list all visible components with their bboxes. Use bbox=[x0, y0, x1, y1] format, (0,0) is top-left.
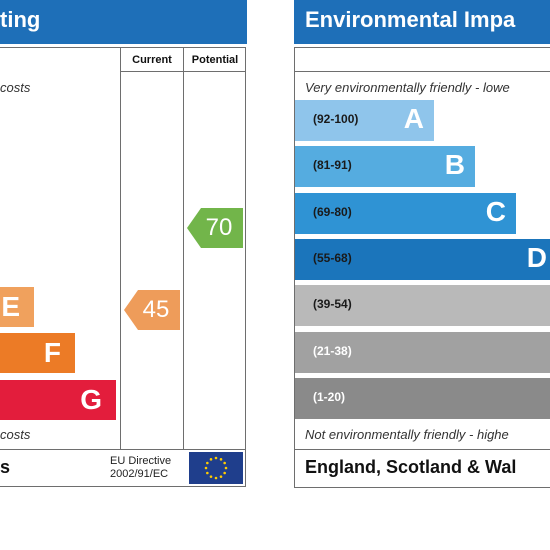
column-divider bbox=[183, 47, 184, 450]
eu-star-icon bbox=[209, 458, 213, 461]
energy-band-e: E bbox=[0, 287, 34, 327]
environmental-band-e: (39-54) bbox=[295, 285, 550, 326]
environmental-band-f: (21-38) bbox=[295, 332, 550, 373]
environmental-band-d: (55-68) D bbox=[295, 239, 550, 280]
eu-star-icon bbox=[219, 458, 223, 461]
environmental-top-note: Very environmentally friendly - lowe bbox=[305, 80, 510, 95]
potential-column-header: Potential bbox=[191, 54, 239, 66]
eu-flag-icon bbox=[189, 452, 243, 484]
band-range-label: (81-91) bbox=[313, 158, 352, 172]
energy-rating-title: ting bbox=[0, 7, 41, 32]
band-letter-label: B bbox=[444, 149, 465, 180]
band-letter-label: D bbox=[526, 242, 547, 273]
column-header-divider bbox=[294, 71, 550, 72]
eu-star-icon bbox=[219, 475, 223, 478]
band-range-label: (39-54) bbox=[313, 297, 352, 311]
eu-star-icon bbox=[223, 461, 226, 465]
eu-directive-label: EU Directive 2002/91/EC bbox=[110, 455, 172, 480]
band-letter-label: C bbox=[485, 196, 506, 227]
environmental-impact-header: Environmental Impa bbox=[294, 0, 550, 44]
eu-star-icon bbox=[204, 466, 208, 470]
environmental-footer-text: England, Scotland & Wal bbox=[305, 457, 517, 477]
energy-rating-header: ting bbox=[0, 0, 247, 44]
eu-star-icon bbox=[224, 466, 228, 470]
environmental-bottom-note: Not environmentally friendly - highe bbox=[305, 427, 509, 442]
band-range-label: (55-68) bbox=[313, 251, 352, 265]
footer-divider bbox=[294, 449, 550, 450]
column-header-divider bbox=[120, 71, 246, 72]
energy-bottom-note: costs bbox=[0, 427, 31, 442]
eu-star-icon bbox=[214, 476, 218, 480]
eu-star-icon bbox=[209, 475, 213, 478]
energy-band-g: G bbox=[0, 380, 116, 420]
band-range-label: (92-100) bbox=[313, 112, 359, 126]
eu-star-icon bbox=[206, 461, 209, 465]
environmental-impact-title: Environmental Impa bbox=[305, 7, 516, 32]
band-range-label: (21-38) bbox=[313, 344, 352, 358]
energy-rating-box bbox=[0, 47, 246, 487]
band-range-label: (69-80) bbox=[313, 205, 352, 219]
environmental-band-b: (81-91) B bbox=[295, 146, 475, 187]
footer-divider bbox=[0, 449, 246, 450]
environmental-band-g: (1-20) bbox=[295, 378, 550, 419]
band-range-label: (1-20) bbox=[313, 390, 346, 404]
eu-star-icon bbox=[223, 471, 226, 475]
energy-top-note: costs bbox=[0, 80, 31, 95]
environmental-impact-box bbox=[294, 47, 550, 488]
column-divider bbox=[120, 47, 121, 450]
eu-star-icon bbox=[206, 471, 209, 475]
current-column-header: Current bbox=[132, 54, 172, 66]
energy-band-f: F bbox=[0, 333, 75, 373]
energy-footer-text: s bbox=[0, 457, 11, 477]
band-letter-label: A bbox=[403, 103, 424, 134]
environmental-band-c: (69-80) C bbox=[295, 193, 516, 234]
environmental-band-a: (92-100) A bbox=[295, 100, 434, 141]
eu-star-icon bbox=[214, 456, 218, 460]
